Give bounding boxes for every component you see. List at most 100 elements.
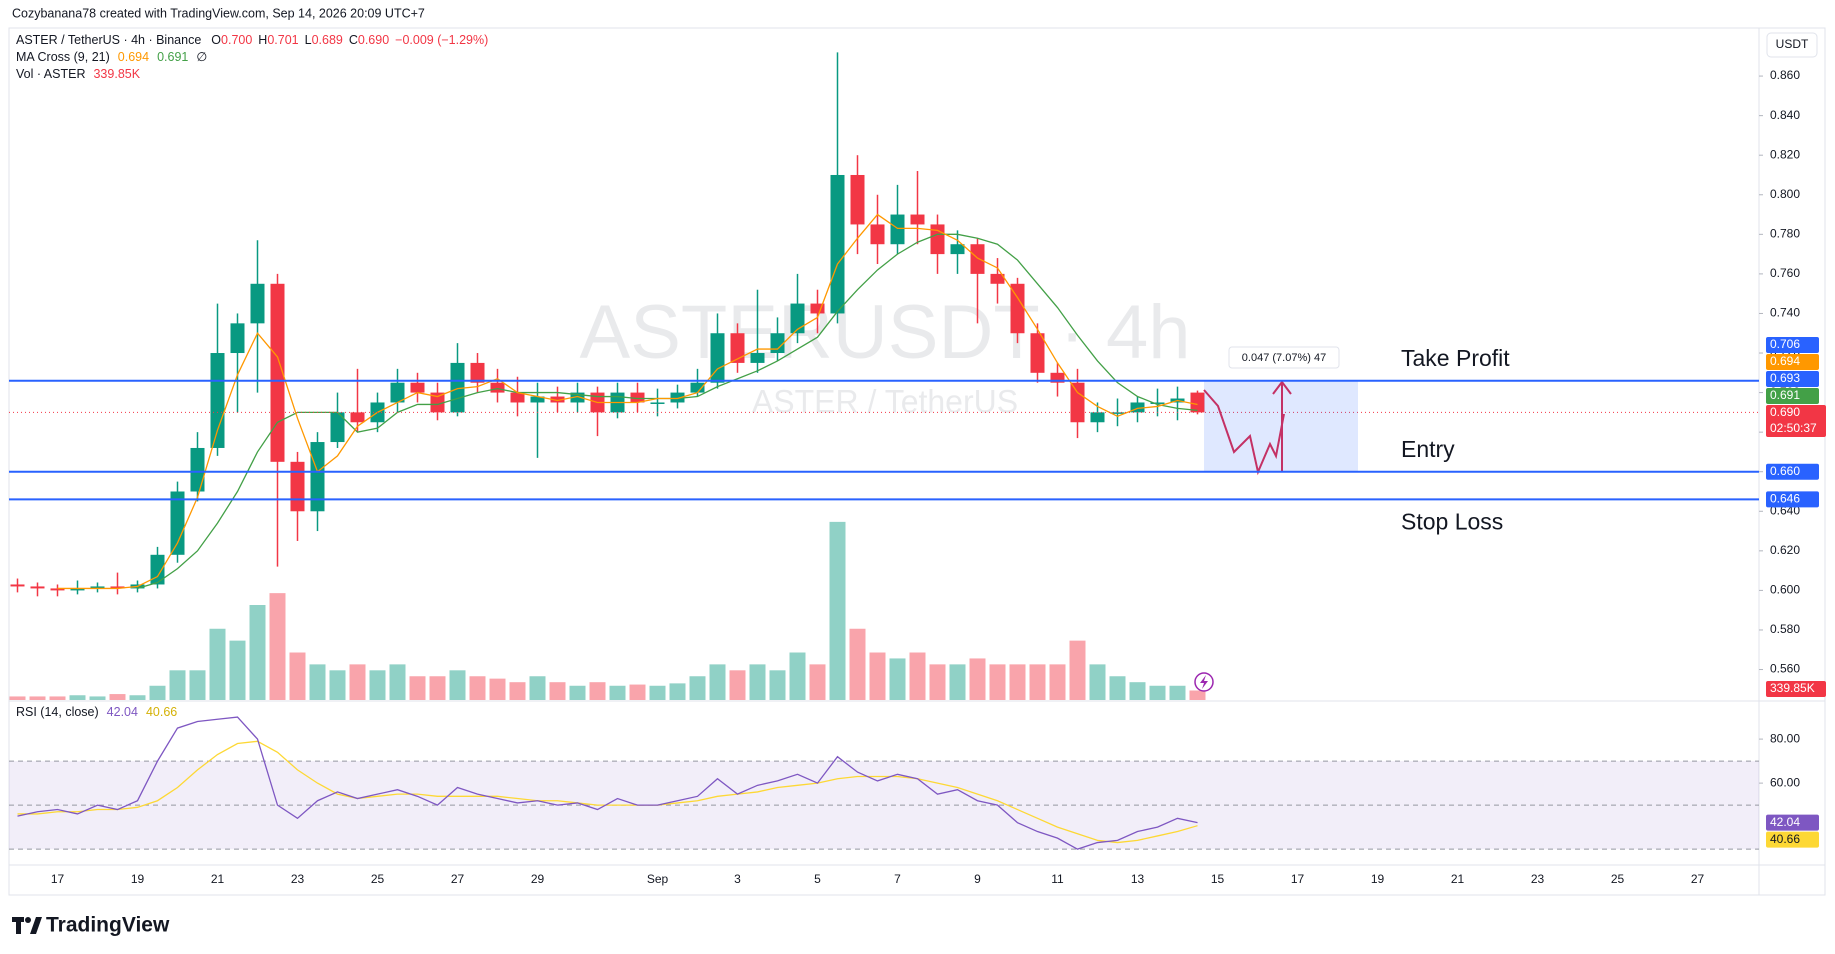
volume-bar xyxy=(409,676,426,700)
volume-bar xyxy=(449,670,466,700)
price-tick-label: 0.600 xyxy=(1770,583,1800,597)
ma-flag: ∅ xyxy=(196,50,207,64)
price-tick-label: 0.860 xyxy=(1770,68,1800,82)
candle-body xyxy=(390,382,405,403)
candle-body xyxy=(930,224,945,255)
time-tick-label: 19 xyxy=(1371,872,1385,886)
level-tag: 0.646 xyxy=(1770,492,1800,506)
price-tick-label: 0.820 xyxy=(1770,147,1800,161)
arrow-head xyxy=(1272,380,1292,395)
currency: USDT xyxy=(1776,37,1809,51)
volume-bar xyxy=(169,670,186,700)
rsi-legend: RSI (14, close) 42.04 40.66 xyxy=(16,705,177,719)
candle-body xyxy=(890,214,905,245)
candle-body xyxy=(730,333,745,363)
candle-body xyxy=(550,396,565,403)
ma-slow-tag: 0.691 xyxy=(1770,388,1800,402)
price-tag-bg xyxy=(1766,371,1819,387)
volume-bar xyxy=(869,652,886,700)
level-name: Entry xyxy=(1401,436,1455,462)
event-bolt xyxy=(1200,675,1208,689)
rsi-tick-label: 60.00 xyxy=(1770,775,1800,789)
volume-bar xyxy=(349,664,366,700)
countdown: 02:50:37 xyxy=(1770,421,1817,435)
watermark-symbol: ASTERUSDT · 4h xyxy=(580,290,1191,375)
credit: Cozybanana78 created with TradingView.co… xyxy=(12,6,425,20)
candle-body xyxy=(630,392,645,403)
volume-bar xyxy=(9,696,26,700)
ma-fast-line xyxy=(57,213,1198,590)
measure-label: 0.047 (7.07%) 47 xyxy=(1242,352,1326,364)
currency-button[interactable] xyxy=(1766,32,1818,58)
rsi-value: 42.04 xyxy=(107,705,138,719)
last-price-tag: 0.690 xyxy=(1770,405,1800,419)
candle-body xyxy=(790,303,805,334)
volume-bar xyxy=(269,593,286,700)
price-tick-label: 0.780 xyxy=(1770,226,1800,240)
level-name: Take Profit xyxy=(1401,345,1510,371)
candle-body xyxy=(1110,412,1125,414)
volume-bar xyxy=(509,682,526,700)
candle-body xyxy=(990,273,1005,284)
rsi-tag-bg xyxy=(1766,814,1819,831)
volume-bar xyxy=(1009,664,1026,700)
candle-body xyxy=(650,402,665,404)
volume-name: Vol · ASTER xyxy=(16,67,85,81)
candle-body xyxy=(770,333,785,354)
last-price-tag-bg xyxy=(1766,405,1826,437)
volume-bar xyxy=(589,682,606,700)
rsi-tick-label: 80.00 xyxy=(1770,731,1800,745)
ohlc-key: C xyxy=(349,33,358,47)
time-tick-label: 23 xyxy=(1531,872,1545,886)
time-tick-label: 5 xyxy=(814,872,821,886)
rsi-ma-line xyxy=(17,740,1198,844)
volume-tag-bg xyxy=(1766,681,1826,697)
rsi-ma-value: 40.66 xyxy=(146,705,177,719)
ma-slow-line xyxy=(137,233,1198,590)
volume-bar xyxy=(1169,685,1186,700)
volume-bar xyxy=(529,676,546,700)
volume-bar xyxy=(189,670,206,700)
logo-part xyxy=(16,917,21,934)
candle-body xyxy=(270,283,285,462)
time-tick-label: 25 xyxy=(1611,872,1625,886)
volume-bar xyxy=(369,670,386,700)
level-tag: 0.706 xyxy=(1770,337,1800,351)
candle-body xyxy=(970,244,985,274)
candle-body xyxy=(1070,382,1085,423)
candle-body xyxy=(470,362,485,383)
brand-logo xyxy=(12,917,42,934)
logo-part xyxy=(30,917,42,934)
level-name: Stop Loss xyxy=(1401,508,1503,534)
volume-bar xyxy=(129,695,146,700)
volume-bar xyxy=(549,682,566,700)
volume-bar xyxy=(749,664,766,700)
volume-bar xyxy=(1049,664,1066,700)
volume-bar xyxy=(989,664,1006,700)
volume-bar xyxy=(489,678,506,700)
candle-body xyxy=(670,392,685,403)
volume-bar xyxy=(1129,682,1146,700)
price-tick-label: 0.840 xyxy=(1770,108,1800,122)
ohlc-value: 0.689 xyxy=(312,33,343,47)
rsi-name: RSI (14, close) xyxy=(16,705,99,719)
volume-tag: 339.85K xyxy=(1770,681,1815,695)
time-tick-label: 25 xyxy=(371,872,385,886)
time-tick-label: 27 xyxy=(451,872,465,886)
volume-bar xyxy=(609,685,626,700)
candle-body xyxy=(570,392,585,403)
volume-bar xyxy=(1089,664,1106,700)
volume-bar xyxy=(429,676,446,700)
projection-path xyxy=(1203,389,1285,476)
rsi-ma-tag-bg xyxy=(1766,831,1819,848)
time-tick-label: 11 xyxy=(1051,872,1064,886)
candle-body xyxy=(330,412,345,443)
volume-bar xyxy=(229,640,246,700)
time-tick-label: 17 xyxy=(51,872,65,886)
volume-bar xyxy=(49,696,66,700)
price-tick-label: 0.800 xyxy=(1770,187,1800,201)
volume-bar xyxy=(909,652,926,700)
volume-bar xyxy=(1149,685,1166,700)
